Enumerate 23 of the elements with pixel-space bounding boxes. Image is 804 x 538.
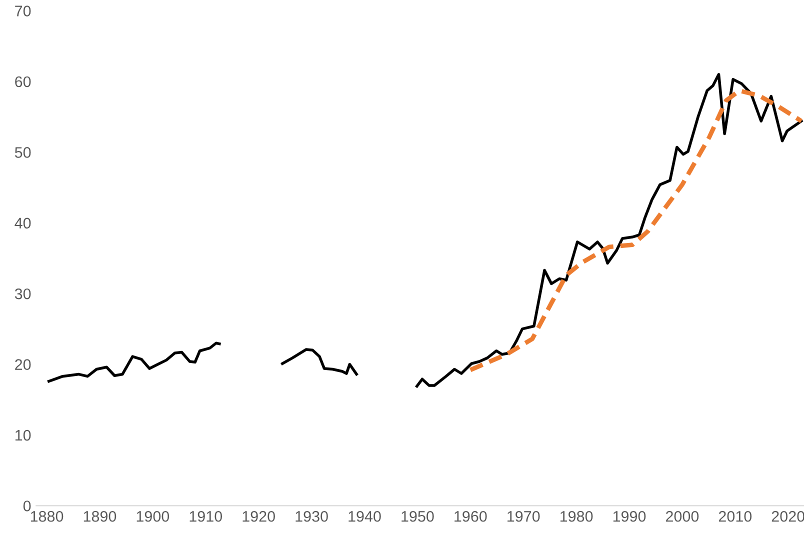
x-tick-label: 2010 xyxy=(718,510,752,522)
x-tick-label: 1910 xyxy=(190,510,222,522)
x-tick-label: 1880 xyxy=(30,510,64,522)
x-tick-label: 1970 xyxy=(508,510,540,522)
x-tick-label: 1930 xyxy=(296,510,328,522)
y-tick-label: 0 xyxy=(23,500,31,512)
y-tick-label: 30 xyxy=(14,288,31,300)
x-tick-label: 1890 xyxy=(84,510,116,522)
y-tick-label: 70 xyxy=(15,6,31,16)
y-tick-label: 10 xyxy=(15,430,31,441)
x-tick-label: 1900 xyxy=(136,510,170,522)
x-tick-label: 1980 xyxy=(560,510,593,522)
x-tick-label: 1940 xyxy=(348,510,381,522)
y-tick-label: 20 xyxy=(15,359,31,370)
x-tick-label: 1920 xyxy=(242,510,275,522)
y-tick-label: 40 xyxy=(14,218,31,229)
line-series xyxy=(468,88,804,372)
x-tick-label: 1960 xyxy=(454,510,487,522)
x-tick-label: 1950 xyxy=(402,510,434,522)
y-tick-label: 50 xyxy=(14,147,31,158)
x-tick-label: 2000 xyxy=(666,510,699,522)
y-tick-label: 60 xyxy=(15,76,31,88)
x-tick-label: 1990 xyxy=(613,510,646,522)
